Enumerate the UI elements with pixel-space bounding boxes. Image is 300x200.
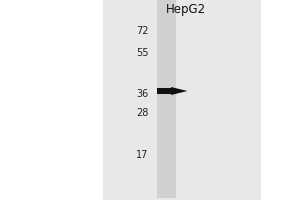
Bar [157, 0, 176, 198]
Bar [103, 0, 261, 200]
Text: 28: 28 [136, 108, 148, 118]
Text: 17: 17 [136, 150, 148, 160]
Text: 55: 55 [136, 48, 148, 58]
Bar [157, 88, 176, 94]
Text: 36: 36 [136, 89, 148, 99]
Text: 72: 72 [136, 26, 148, 36]
Polygon shape [171, 87, 188, 95]
Text: HepG2: HepG2 [166, 2, 206, 16]
